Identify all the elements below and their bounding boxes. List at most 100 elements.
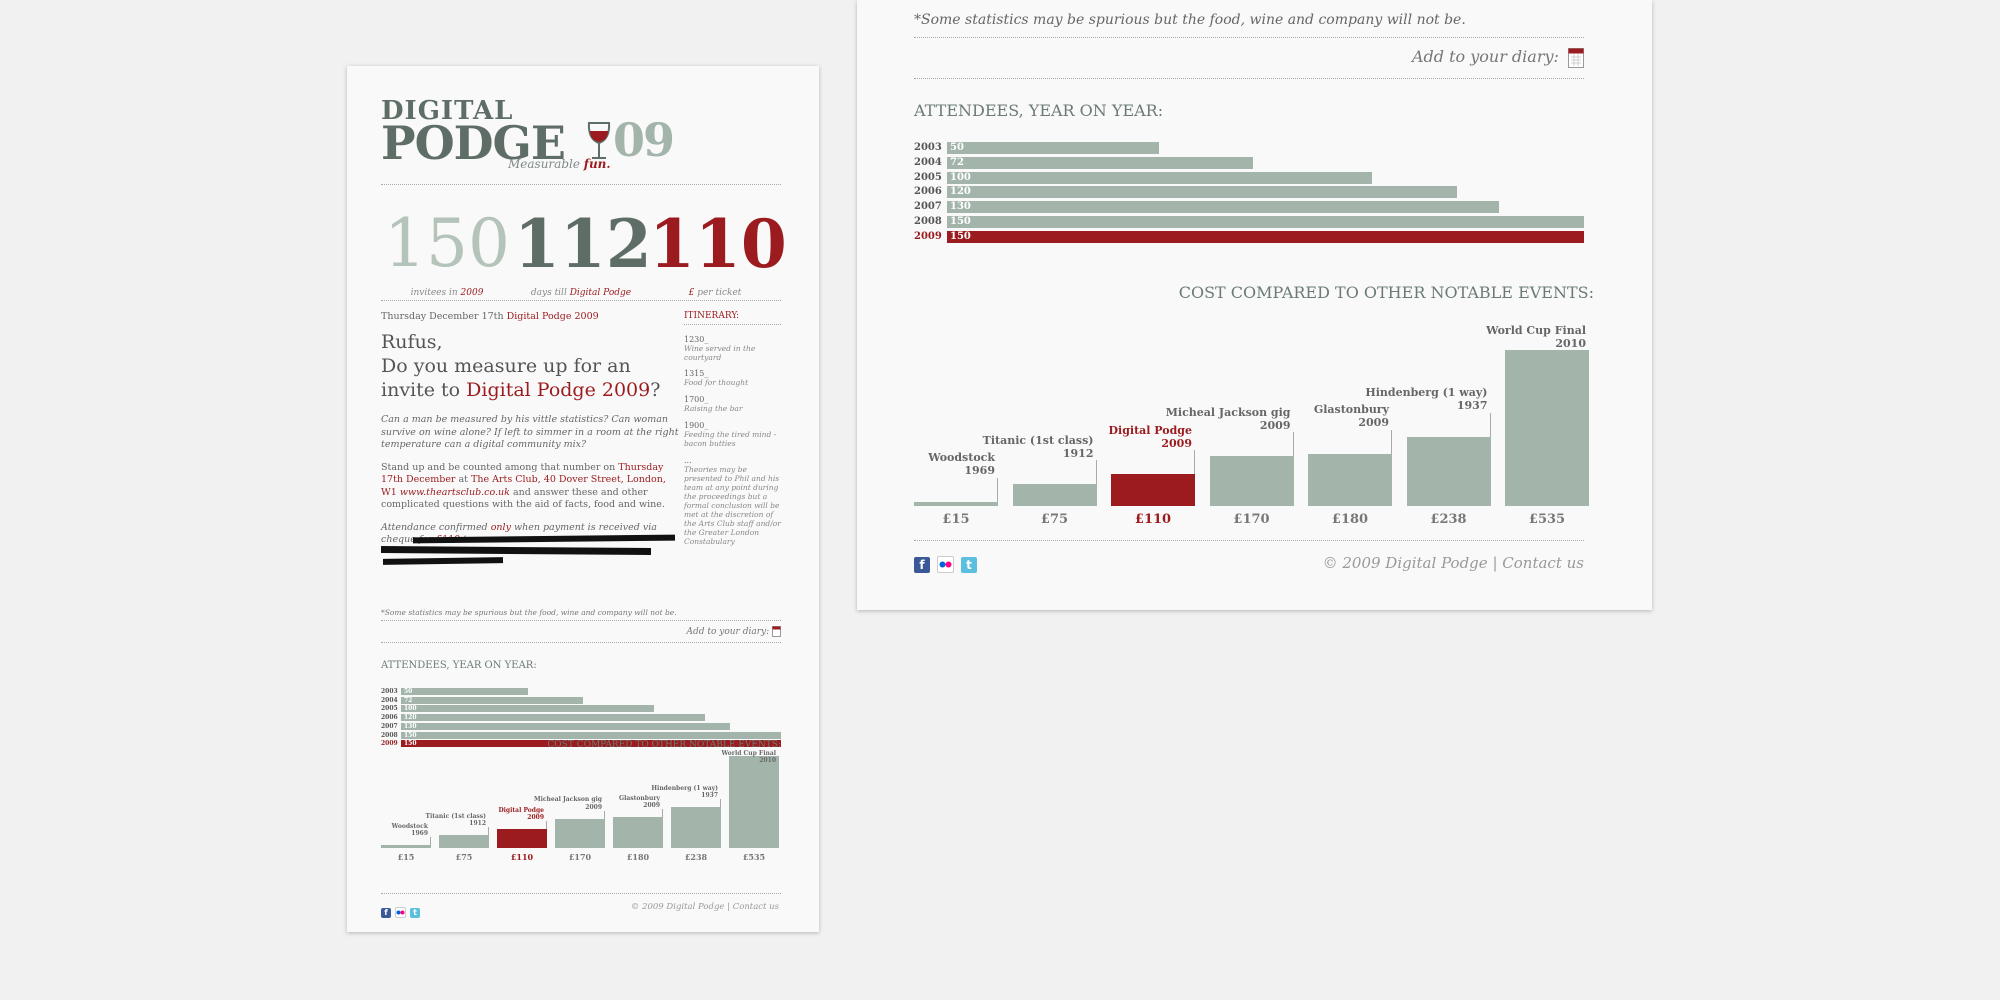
cost-leader-line	[662, 809, 663, 818]
attendees-year-label: 2009	[914, 230, 942, 242]
cost-event-year: 1912	[469, 819, 486, 827]
attendees-bar-value: 72	[404, 696, 413, 704]
cost-bar	[729, 756, 779, 848]
cost-leader-line	[604, 810, 605, 819]
twitter-icon[interactable]: t	[961, 556, 977, 573]
attendees-bar: 130	[947, 201, 1500, 214]
attendees-year-label: 2005	[914, 171, 942, 183]
attendees-bar-value: 150	[404, 731, 417, 739]
add-to-diary-button[interactable]: Add to your diary:	[686, 626, 781, 637]
add-to-diary-button[interactable]: Add to your diary:	[1412, 47, 1584, 68]
itinerary-item: ... Theories may be presented to Phil and…	[684, 456, 781, 546]
flickr-icon[interactable]	[937, 556, 954, 573]
cost-leader-line	[546, 821, 547, 830]
cost-event-year: 2009	[643, 801, 660, 809]
attendees-bar-value: 72	[950, 156, 964, 168]
invitation-card: DIGITAL PODGE 09 Measurable fun. 150 112…	[347, 66, 819, 932]
cost-price-label: £110	[510, 852, 534, 862]
contact-link[interactable]: Contact us	[732, 902, 779, 912]
divider	[381, 893, 781, 894]
attendees-year-label: 2005	[381, 705, 398, 713]
attendees-title: ATTENDEES, YEAR ON YEAR:	[914, 101, 1164, 120]
venue-link[interactable]: www.theartsclub.co.uk	[399, 486, 510, 498]
attendees-chart: 2003 50 2004 72 2005 100 2006 120 2007 130 2008 150…	[914, 140, 1584, 246]
attendees-bar: 50	[947, 142, 1160, 154]
cost-price-label: £535	[742, 852, 766, 862]
cost-price-label: £170	[1233, 512, 1270, 527]
footer: © 2009 Digital Podge | Contact us	[1322, 554, 1584, 572]
stat-invitees-number: 150	[384, 205, 510, 282]
attendees-bar-value: 120	[950, 186, 971, 198]
cost-bar	[914, 501, 998, 506]
cost-event-year: 1912	[1062, 446, 1094, 460]
attendees-bar: 120	[401, 714, 705, 722]
attendees-year-label: 2004	[914, 156, 942, 168]
cost-bar	[1012, 484, 1097, 506]
attendees-bar: 130	[401, 722, 731, 730]
cost-price-label: £535	[1528, 512, 1566, 527]
cost-event-label: Digital Podge	[498, 806, 544, 814]
attendees-bar: 150	[401, 740, 781, 748]
calendar-icon	[1568, 47, 1584, 68]
cost-price-label: £110	[1134, 512, 1172, 527]
redacted-text	[380, 545, 652, 555]
attendees-bar-value: 100	[950, 171, 971, 183]
cost-price-label: £238	[684, 852, 708, 862]
cost-bar	[613, 817, 663, 848]
attendees-year-label: 2009	[381, 740, 398, 748]
logo-tagline: Measurable fun.	[508, 157, 611, 171]
cost-bar	[1308, 453, 1392, 506]
logo: DIGITAL PODGE 09 Measurable fun.	[381, 96, 701, 176]
cost-bar	[1406, 436, 1491, 506]
cost-event-year: 2009	[527, 813, 544, 821]
attendees-year-label: 2008	[914, 216, 942, 227]
cost-price-label: £75	[1040, 512, 1069, 527]
attendees-year-label: 2007	[381, 722, 398, 730]
divider	[381, 300, 781, 301]
cost-leader-line	[1194, 449, 1195, 474]
cost-leader-line	[1095, 460, 1097, 485]
cost-event-label: Micheal Jackson gig	[1165, 406, 1291, 420]
wine-glass-icon	[587, 122, 611, 159]
letter-date: Thursday December 17th Digital Podge 200…	[381, 311, 599, 322]
facebook-icon[interactable]: f	[914, 556, 930, 573]
stat-invitees-label: invitees in 2009	[410, 288, 484, 298]
letter-payment: Attendance confirmed only when payment i…	[380, 522, 681, 565]
attendees-bar: 120	[947, 186, 1457, 199]
attendees-bar-value: 130	[950, 201, 971, 213]
attendees-bar-value: 150	[950, 230, 971, 242]
attendees-year-label: 2004	[381, 696, 398, 704]
twitter-icon[interactable]: t	[410, 907, 420, 918]
contact-link[interactable]: Contact us	[1502, 554, 1584, 572]
cost-leader-line	[430, 837, 431, 846]
stats-row: 150 112 110 invitees in 2009 days till D…	[381, 205, 787, 305]
cost-event-year: 2009	[1358, 416, 1389, 430]
cost-leader-line	[720, 799, 721, 808]
cost-price-label: £15	[397, 852, 415, 862]
cost-chart: Woodstock 1969 £15 Titanic (1st class) 1912 £…	[381, 750, 781, 882]
facebook-icon[interactable]: f	[381, 907, 391, 918]
cost-event-year: 1937	[1456, 399, 1488, 413]
stat-days-label: days till Digital Podge	[530, 288, 632, 298]
attendees-bar-value: 50	[950, 142, 964, 153]
cost-event-year: 2009	[1259, 419, 1291, 433]
footnote: *Some statistics may be spurious but the…	[381, 608, 677, 617]
cost-title: COST COMPARED TO OTHER NOTABLE EVENTS:	[547, 740, 781, 750]
cost-bar	[497, 829, 547, 848]
cost-event-label: Woodstock	[391, 823, 428, 831]
attendees-chart: 2003 50 2004 72 2005 100 2006 120 2007 130 2008 150…	[381, 656, 781, 748]
itinerary-item: 1315_ Food for thought	[684, 369, 749, 387]
cost-event-year: 2009	[1161, 436, 1192, 450]
cost-event-label: Glastonbury	[1313, 403, 1389, 417]
cost-leader-line	[488, 827, 489, 836]
attendees-bar-value: 130	[404, 722, 417, 730]
calendar-icon	[772, 626, 781, 637]
itinerary: ITINERARY: 1230_ Wine served in the court…	[684, 311, 781, 546]
cost-event-label: World Cup Final	[1486, 323, 1586, 337]
cost-event-year: 2009	[585, 803, 602, 811]
cost-event-label: Titanic (1st class)	[982, 433, 1094, 447]
flickr-icon[interactable]	[395, 907, 406, 918]
cost-price-label: £180	[626, 852, 650, 862]
